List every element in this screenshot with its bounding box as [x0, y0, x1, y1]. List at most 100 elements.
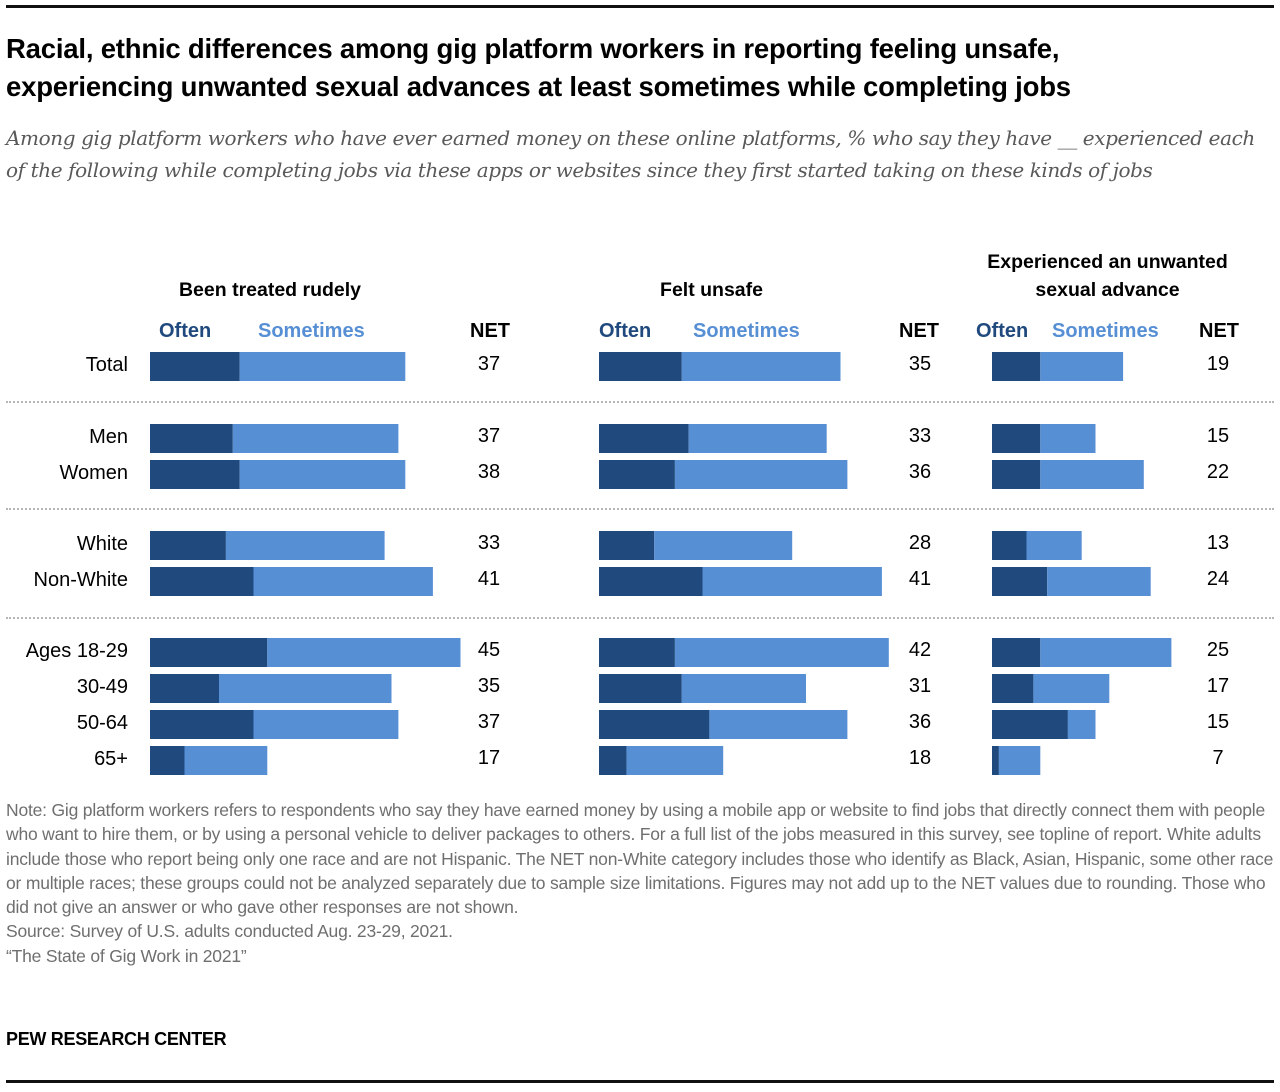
bar-often-felt-unsafe-30-49	[599, 674, 682, 703]
source-text: Source: Survey of U.S. adults conducted …	[6, 921, 453, 942]
bar-sometimes-experienced-an-unwan-ages-18-29	[1040, 638, 1172, 667]
group-divider	[6, 401, 1274, 403]
bar-often-been-treated-rudely-total	[150, 352, 240, 381]
bar-sometimes-experienced-an-unwan-50-64	[1067, 710, 1096, 739]
net-value-felt-unsafe-men: 33	[908, 425, 932, 447]
net-value-felt-unsafe-ages-18-29: 42	[908, 639, 932, 661]
net-value-been-treated-rudely-men: 37	[477, 425, 501, 447]
bar-often-experienced-an-unwan-50-64	[992, 710, 1068, 739]
bar-often-experienced-an-unwan-women	[992, 460, 1041, 489]
bar-sometimes-felt-unsafe-50-64	[709, 710, 848, 739]
bar-often-been-treated-rudely-non-white	[150, 567, 254, 596]
group-divider	[6, 508, 1274, 510]
report-title: “The State of Gig Work in 2021”	[6, 945, 247, 966]
legend-sometimes-unsafe: Sometimes	[693, 320, 800, 342]
net-value-been-treated-rudely-ages-18-29: 45	[477, 639, 501, 661]
bar-sometimes-felt-unsafe-white	[654, 531, 793, 560]
bar-sometimes-experienced-an-unwan-women	[1040, 460, 1144, 489]
bar-often-been-treated-rudely-ages-18-29	[150, 638, 268, 667]
net-value-experienced-an-unwan-men: 15	[1206, 425, 1230, 447]
bar-sometimes-experienced-an-unwan-30-49	[1033, 674, 1110, 703]
row-label-30-49: 30-49	[76, 676, 128, 698]
bar-sometimes-been-treated-rudely-women	[239, 460, 406, 489]
bar-sometimes-felt-unsafe-men	[688, 424, 827, 453]
bar-often-felt-unsafe-white	[599, 531, 655, 560]
top-rule	[6, 5, 1274, 8]
brand-logo-text: PEW RESEARCH CENTER	[6, 1029, 227, 1049]
net-value-been-treated-rudely-65: 17	[477, 747, 501, 769]
group-divider	[6, 617, 1274, 619]
net-value-experienced-an-unwan-women: 22	[1206, 461, 1230, 483]
row-label-total: Total	[85, 354, 128, 376]
legend-often-sexual: Often	[976, 320, 1029, 342]
bar-often-been-treated-rudely-50-64	[150, 710, 254, 739]
bar-often-felt-unsafe-non-white	[599, 567, 703, 596]
bar-sometimes-experienced-an-unwan-total	[1040, 352, 1124, 381]
bar-sometimes-felt-unsafe-65	[626, 746, 724, 775]
bottom-rule	[6, 1080, 1274, 1083]
legend-net-rudely: NET	[470, 320, 510, 342]
net-value-been-treated-rudely-30-49: 35	[477, 675, 501, 697]
bar-sometimes-experienced-an-unwan-men	[1040, 424, 1096, 453]
bar-often-experienced-an-unwan-men	[992, 424, 1041, 453]
net-value-felt-unsafe-65: 18	[908, 747, 932, 769]
bar-often-experienced-an-unwan-total	[992, 352, 1041, 381]
net-value-experienced-an-unwan-30-49: 17	[1206, 675, 1230, 697]
legend-often-rudely: Often	[159, 320, 212, 342]
legend-sometimes-rudely: Sometimes	[258, 320, 365, 342]
title-line-2: experiencing unwanted sexual advances at…	[6, 71, 1071, 102]
net-value-been-treated-rudely-total: 37	[477, 353, 501, 375]
bar-often-experienced-an-unwan-white	[992, 531, 1027, 560]
net-value-felt-unsafe-total: 35	[908, 353, 932, 375]
bar-often-felt-unsafe-50-64	[599, 710, 710, 739]
bar-often-experienced-an-unwan-non-white	[992, 567, 1048, 596]
bar-often-been-treated-rudely-women	[150, 460, 240, 489]
net-value-felt-unsafe-white: 28	[908, 532, 932, 554]
panel-title-sexual-line-2: sexual advance	[1035, 279, 1180, 301]
bar-sometimes-felt-unsafe-non-white	[702, 567, 882, 596]
note-text: Note: Gig platform workers refers to res…	[6, 800, 1274, 918]
legend-net-unsafe: NET	[899, 320, 939, 342]
bar-often-been-treated-rudely-white	[150, 531, 226, 560]
bars-svg	[150, 352, 1172, 775]
bar-sometimes-felt-unsafe-ages-18-29	[674, 638, 889, 667]
bar-often-been-treated-rudely-men	[150, 424, 233, 453]
row-label-white: White	[76, 533, 128, 555]
panel-title-sexual-line-1: Experienced an unwanted	[987, 251, 1228, 273]
net-value-been-treated-rudely-women: 38	[477, 461, 501, 483]
bar-often-felt-unsafe-women	[599, 460, 675, 489]
bar-sometimes-been-treated-rudely-non-white	[253, 567, 433, 596]
bar-often-felt-unsafe-ages-18-29	[599, 638, 675, 667]
net-value-experienced-an-unwan-white: 13	[1206, 532, 1230, 554]
legend-net-sexual: NET	[1199, 320, 1239, 342]
row-label-men: Men	[89, 426, 128, 448]
chart-title: Racial, ethnic differences among gig pla…	[6, 30, 1276, 106]
row-label-ages-18-29: Ages 18-29	[25, 640, 128, 662]
title-line-1: Racial, ethnic differences among gig pla…	[6, 33, 1060, 64]
panel-title-rudely: Been treated rudely	[178, 279, 362, 301]
bar-often-experienced-an-unwan-65	[992, 746, 999, 775]
bar-often-felt-unsafe-total	[599, 352, 682, 381]
net-value-felt-unsafe-women: 36	[908, 461, 932, 483]
net-value-experienced-an-unwan-ages-18-29: 25	[1206, 639, 1230, 661]
net-value-felt-unsafe-30-49: 31	[908, 675, 932, 697]
bar-sometimes-experienced-an-unwan-65	[998, 746, 1041, 775]
bar-sometimes-felt-unsafe-women	[674, 460, 848, 489]
panel-title-unsafe: Felt unsafe	[660, 279, 763, 301]
net-value-experienced-an-unwan-50-64: 15	[1206, 711, 1230, 733]
net-value-experienced-an-unwan-total: 19	[1206, 353, 1230, 375]
bar-often-experienced-an-unwan-30-49	[992, 674, 1034, 703]
bar-often-felt-unsafe-65	[599, 746, 627, 775]
chart-subtitle: Among gig platform workers who have ever…	[6, 126, 1255, 182]
footer-notes: Note: Gig platform workers refers to res…	[6, 798, 1274, 968]
bar-sometimes-been-treated-rudely-men	[232, 424, 399, 453]
row-label-50-64: 50-64	[76, 712, 128, 734]
net-value-experienced-an-unwan-non-white: 24	[1206, 568, 1230, 590]
row-label-women: Women	[59, 462, 128, 484]
net-value-felt-unsafe-non-white: 41	[908, 568, 932, 590]
row-label-non-white: Non-White	[33, 569, 128, 591]
net-value-been-treated-rudely-non-white: 41	[477, 568, 501, 590]
net-value-experienced-an-unwan-65: 7	[1212, 747, 1224, 769]
bar-sometimes-been-treated-rudely-white	[225, 531, 385, 560]
bar-sometimes-been-treated-rudely-50-64	[253, 710, 399, 739]
